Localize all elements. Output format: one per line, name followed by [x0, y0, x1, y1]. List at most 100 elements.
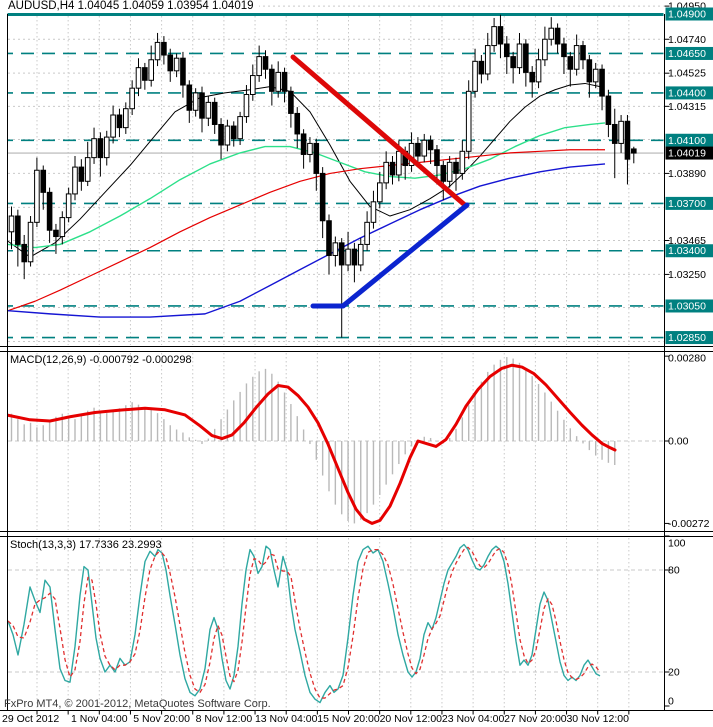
candle-body — [580, 45, 586, 61]
candle-body — [529, 71, 536, 83]
candle-body — [186, 84, 193, 111]
time-axis-label: 15 Nov 20:00 — [317, 713, 380, 725]
candle-body — [34, 169, 40, 223]
time-axis-label: 30 Nov 12:00 — [566, 713, 629, 725]
candle-body — [142, 67, 148, 81]
ma-blue — [7, 163, 606, 318]
time-axis-label: 8 Nov 12:00 — [196, 713, 253, 725]
support-trendline — [310, 202, 470, 309]
time-axis-label: 5 Nov 20:00 — [133, 713, 190, 725]
candle-body — [84, 157, 91, 182]
candle-body — [421, 139, 428, 157]
candle-body — [237, 116, 243, 140]
candle-body — [148, 59, 154, 81]
candle-body — [357, 243, 364, 266]
time-axis-label: 13 Nov 04:00 — [255, 713, 318, 725]
candle-body — [510, 56, 516, 69]
candle-body — [27, 221, 34, 263]
stoch-axis-label: 0 — [668, 696, 674, 708]
macd-panel[interactable] — [7, 357, 664, 525]
candle-body — [427, 139, 434, 151]
stoch-label: Stoch(13,3,3) 17.7336 23.2993 — [10, 539, 162, 551]
macd-label: MACD(12,26,9) -0.000792 -0.000298 — [10, 354, 192, 366]
time-axis[interactable]: 29 Oct 2012 1 Nov 04:00 5 Nov 20:00 8 Nov 1… — [2, 711, 630, 725]
time-axis-label: 27 Nov 20:00 — [504, 713, 567, 725]
candle-body — [364, 221, 370, 245]
level-badge — [665, 86, 713, 100]
stoch-panel[interactable] — [7, 543, 664, 704]
candle-body — [21, 243, 27, 263]
macd-axis-label: 0.00280 — [668, 353, 706, 365]
level-badge-label: 1.03400 — [668, 245, 706, 257]
candle-body — [8, 215, 15, 233]
candle-body — [535, 59, 542, 83]
candle-body — [230, 125, 237, 140]
ma-fast-black — [7, 82, 601, 258]
candle-body — [548, 27, 555, 40]
candle-body — [269, 68, 275, 92]
stoch-axis-label: 20 — [668, 667, 680, 679]
price-tick-label: 1.03465 — [668, 235, 706, 247]
time-axis-label: 1 Nov 04:00 — [71, 713, 128, 725]
candle-body — [351, 248, 358, 266]
candle-body — [243, 93, 250, 118]
level-badge-label: 1.03700 — [668, 198, 706, 210]
price-axis[interactable]: 1.049501.047401.045251.043151.038901.034… — [664, 1, 713, 708]
candle-body — [199, 92, 205, 119]
candle-body — [554, 27, 561, 45]
candle-body — [504, 43, 510, 58]
candle-body — [78, 166, 85, 182]
candle-body — [46, 191, 53, 231]
candle-body — [472, 60, 478, 92]
candle-body — [478, 60, 485, 75]
candle-body — [161, 41, 167, 56]
candle-body — [389, 161, 396, 176]
level-badge — [665, 244, 713, 258]
time-axis-label: 29 Oct 2012 — [2, 713, 59, 725]
candle-body — [459, 150, 466, 174]
candle-body — [275, 71, 281, 92]
level-badge — [665, 133, 713, 147]
candle-body — [218, 123, 224, 146]
candle-body — [167, 54, 174, 72]
candle-body — [542, 38, 548, 61]
candle-body — [103, 136, 110, 159]
candle-body — [256, 56, 262, 77]
stoch-signal-line — [7, 546, 601, 699]
stoch-axis-label: 100 — [668, 538, 686, 550]
candle-body — [624, 120, 631, 160]
candle-body — [484, 45, 491, 75]
candle-body — [319, 172, 326, 222]
current-price-badge — [665, 146, 713, 160]
candle-body — [116, 114, 123, 129]
candle-body — [561, 43, 567, 58]
chart-title: AUDUSD,H4 1.04045 1.04059 1.03954 1.0401… — [8, 0, 259, 12]
candle-body — [453, 161, 459, 174]
candle-body — [313, 142, 320, 174]
candle-body — [377, 182, 383, 203]
candle-body — [135, 67, 142, 89]
level-badge — [665, 331, 713, 345]
candle-body — [567, 56, 574, 70]
candle-body — [326, 220, 332, 256]
candle-body — [605, 95, 612, 125]
candle-body — [250, 75, 256, 95]
candle-body — [446, 161, 453, 182]
candle-body — [497, 26, 504, 45]
candle-body — [307, 142, 313, 155]
main-chart[interactable] — [0, 13, 664, 339]
candle-body — [211, 101, 218, 125]
level-badge-label: 1.03050 — [668, 300, 706, 312]
candle-body — [516, 43, 523, 69]
candle-body — [288, 90, 294, 114]
time-axis-label: 20 Nov 12:00 — [380, 713, 443, 725]
level-badge — [665, 7, 713, 21]
candle-body — [59, 217, 66, 238]
stoch-main-line — [7, 543, 601, 704]
candle-body — [434, 149, 440, 167]
candle-body — [396, 150, 402, 176]
candle-body — [65, 193, 72, 219]
candle-body — [154, 41, 161, 61]
